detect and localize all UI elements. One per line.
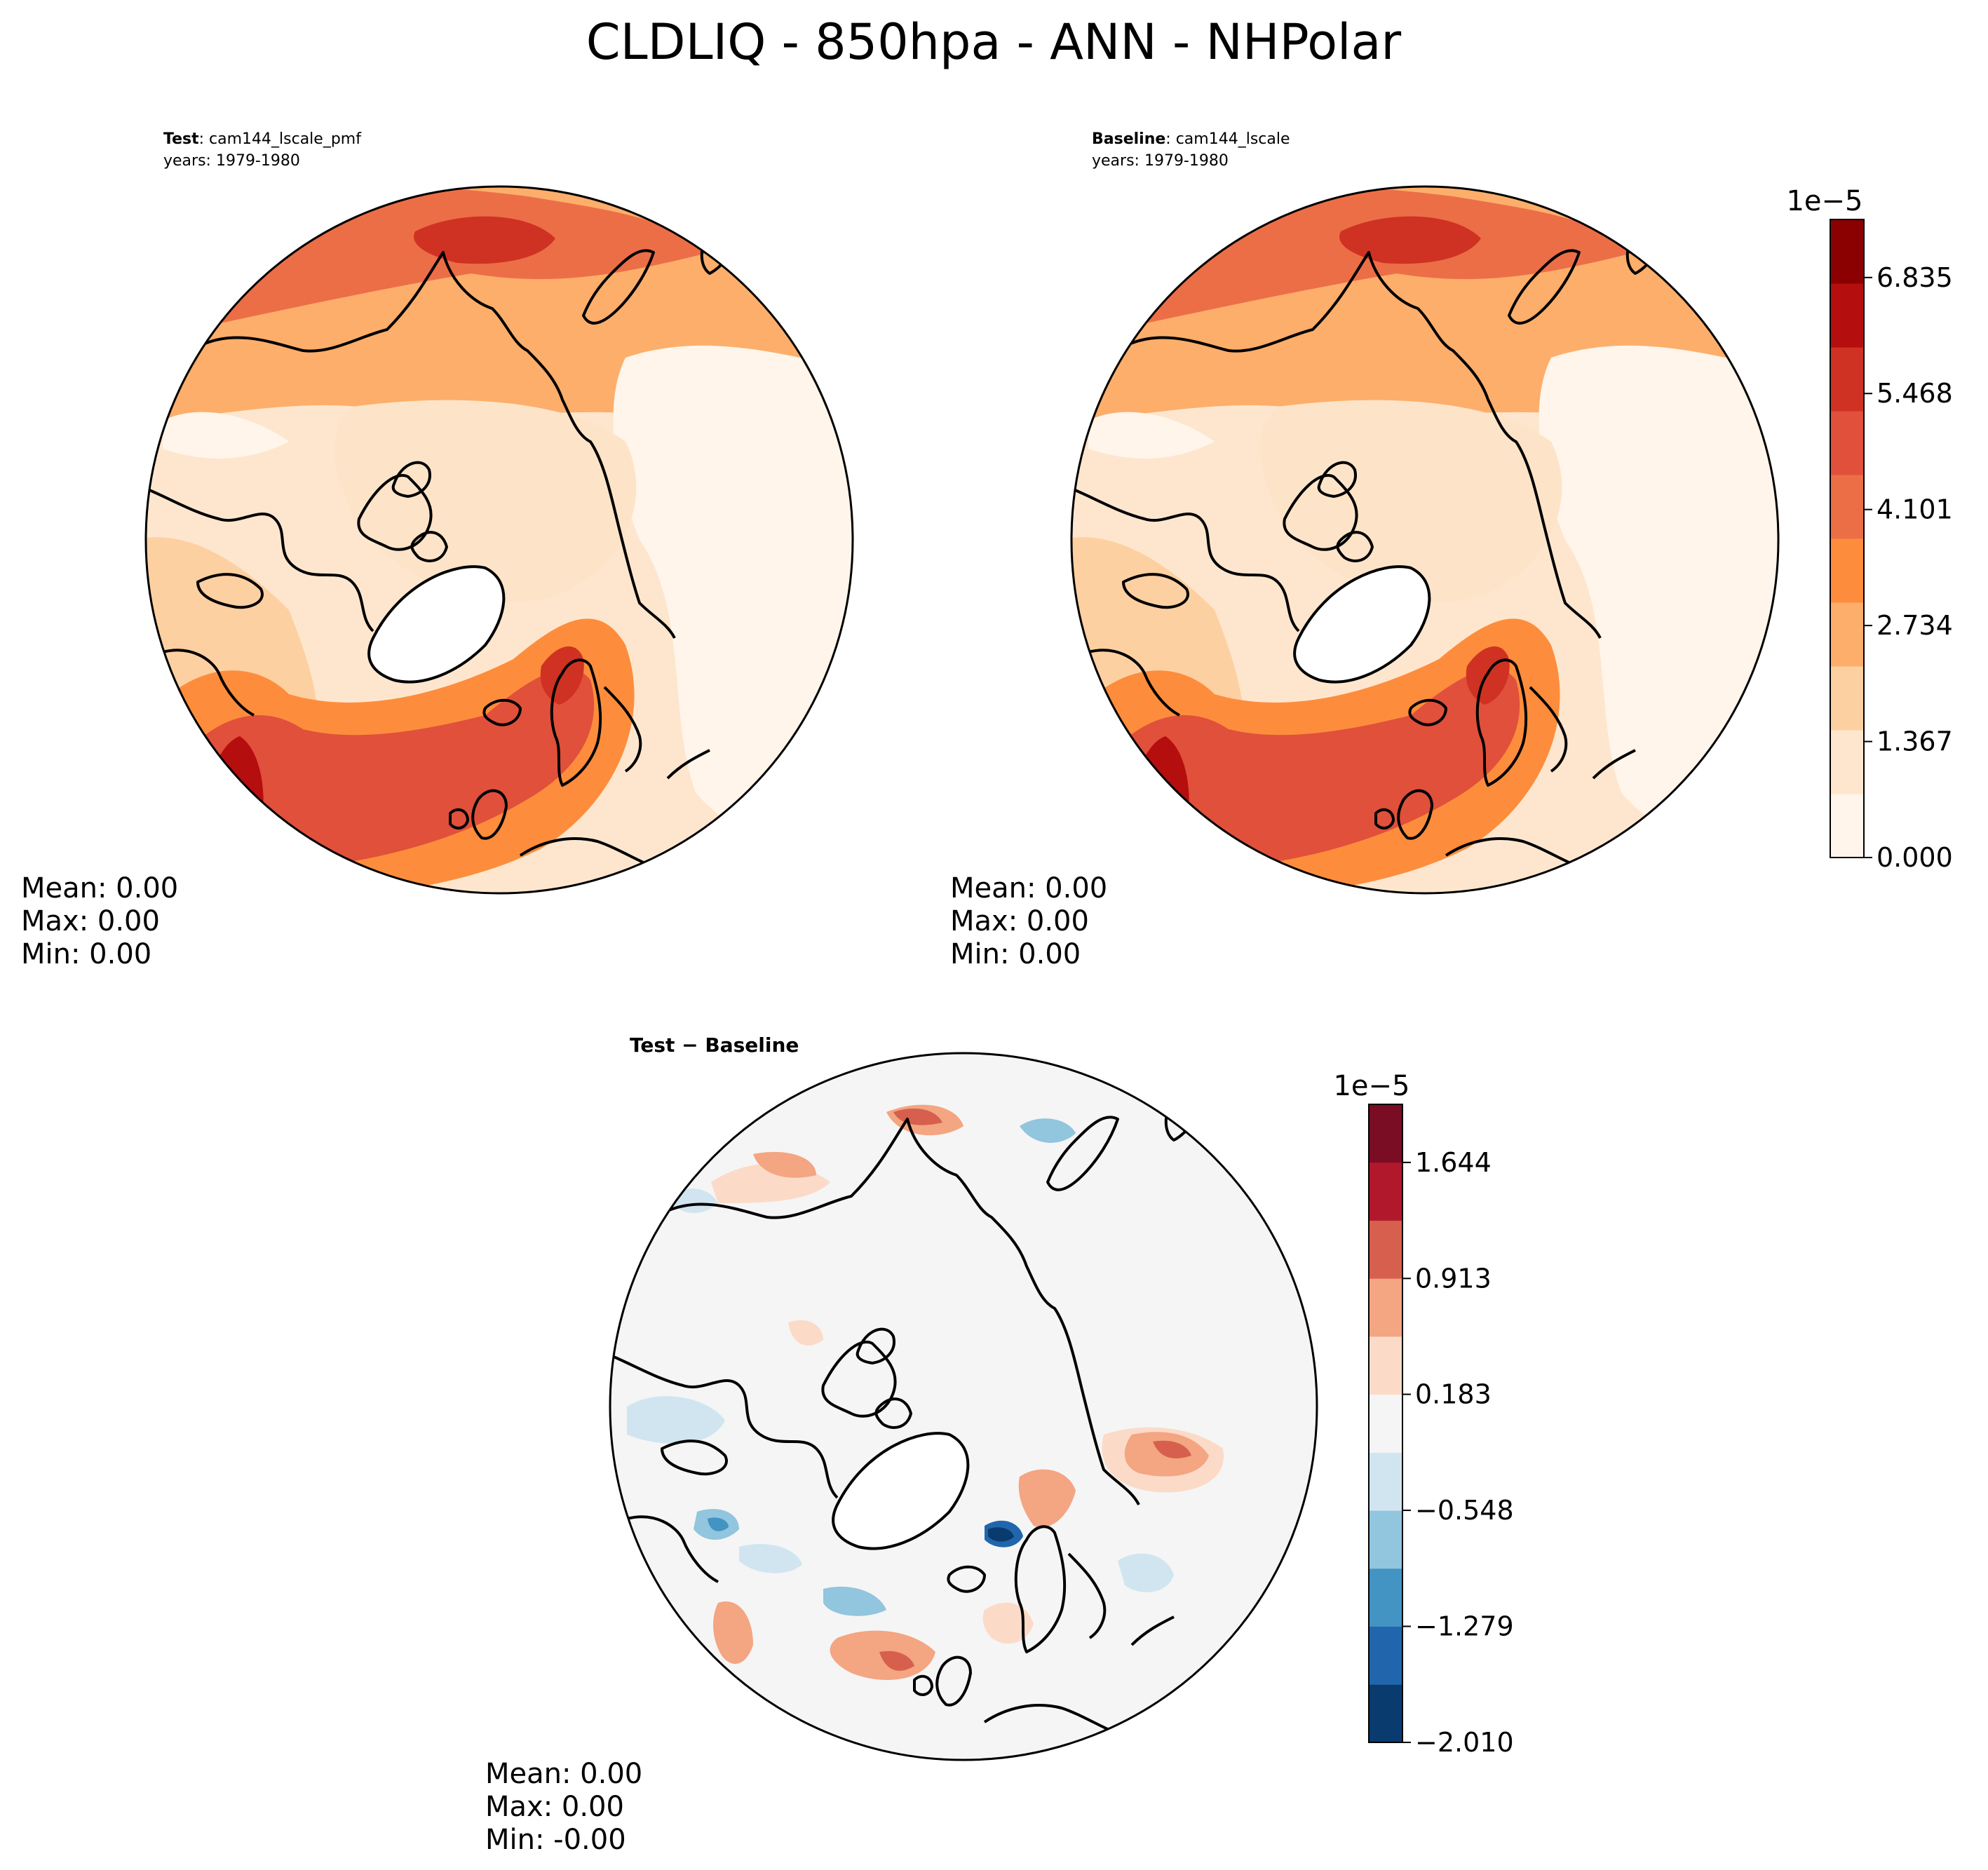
diff-colorbar-tick-label: 0.183 bbox=[1415, 1379, 1492, 1410]
main-colorbar-exponent: 1e−5 bbox=[1786, 185, 1862, 217]
main-colorbar-segment bbox=[1830, 475, 1864, 539]
test-years: years: 1979-1980 bbox=[163, 152, 300, 170]
diff-colorbar-exponent: 1e−5 bbox=[1333, 1070, 1409, 1102]
baseline-years: years: 1979-1980 bbox=[1092, 152, 1229, 170]
main-colorbar-tick-label: 4.101 bbox=[1877, 494, 1953, 525]
test-title-rest: : cam144_lscale_pmf bbox=[199, 130, 363, 148]
baseline-map bbox=[1071, 187, 1778, 893]
diff-colorbar-segment bbox=[1369, 1510, 1402, 1569]
main-colorbar-segment bbox=[1830, 219, 1864, 284]
diff-map-outline bbox=[609, 1052, 1318, 1761]
main-colorbar-segment bbox=[1830, 602, 1864, 667]
diff-colorbar-segment bbox=[1369, 1684, 1402, 1743]
diff-colorbar-tick-label: −0.548 bbox=[1415, 1495, 1514, 1526]
diff-colorbar-segment bbox=[1369, 1104, 1402, 1163]
diff-colorbar-tick-label: 1.644 bbox=[1415, 1147, 1492, 1178]
diff-colorbar: 1e−5 −2.010 −1.279 −0.548 0.183 0.913 1.644 bbox=[1333, 1070, 1513, 1758]
diff-colorbar-segment bbox=[1369, 1278, 1402, 1337]
diff-colorbar-segment bbox=[1369, 1626, 1402, 1685]
diff-max: Max: 0.00 bbox=[485, 1791, 624, 1823]
main-colorbar-segment bbox=[1830, 283, 1864, 348]
diff-map bbox=[610, 1053, 1317, 1760]
main-colorbar-frame bbox=[1830, 219, 1865, 858]
main-colorbar-tick-label: 0.000 bbox=[1877, 842, 1953, 873]
diff-colorbar-segment bbox=[1369, 1336, 1402, 1395]
diff-min: Min: -0.00 bbox=[485, 1824, 626, 1856]
baseline-min: Min: 0.00 bbox=[950, 938, 1081, 970]
diff-panel-title: Test − Baseline bbox=[630, 1034, 799, 1057]
main-colorbar-segment bbox=[1830, 666, 1864, 731]
main-colorbar-segment bbox=[1830, 347, 1864, 412]
diff-colorbar-tick-label: 0.913 bbox=[1415, 1263, 1492, 1294]
main-colorbar-tick-label: 6.835 bbox=[1877, 262, 1953, 293]
figure-title: CLDLIQ - 850hpa - ANN - NHPolar bbox=[586, 13, 1402, 71]
test-min: Min: 0.00 bbox=[21, 938, 151, 970]
diff-colorbar-segment bbox=[1369, 1220, 1402, 1279]
diff-panel: Test − Baseline Mean: 0.00 Max: 0.00 Min… bbox=[485, 1034, 1318, 1856]
test-map bbox=[146, 187, 853, 893]
main-colorbar-segment bbox=[1830, 730, 1864, 794]
diff-colorbar-tick-label: −1.279 bbox=[1415, 1611, 1514, 1642]
main-colorbar-segment bbox=[1830, 538, 1864, 603]
test-panel: Test: cam144_lscale_pmf years: 1979-1980… bbox=[21, 130, 854, 970]
diff-colorbar-segment bbox=[1369, 1394, 1402, 1453]
baseline-title-bold: Baseline bbox=[1092, 130, 1165, 148]
main-colorbar-segment bbox=[1830, 794, 1864, 858]
main-colorbar-tick-label: 1.367 bbox=[1877, 726, 1953, 757]
diff-colorbar-tick-label: −2.010 bbox=[1415, 1727, 1514, 1758]
diff-colorbar-segment bbox=[1369, 1452, 1402, 1511]
baseline-panel-title: Baseline: cam144_lscale bbox=[1092, 130, 1290, 148]
main-colorbar-segment bbox=[1830, 411, 1864, 475]
baseline-map-outline bbox=[1070, 185, 1780, 895]
test-map-outline bbox=[144, 185, 854, 895]
main-colorbar-tick-label: 2.734 bbox=[1877, 610, 1953, 641]
main-colorbar-tick-label: 5.468 bbox=[1877, 378, 1953, 409]
test-panel-title: Test: cam144_lscale_pmf bbox=[163, 130, 362, 148]
baseline-mean: Mean: 0.00 bbox=[950, 872, 1107, 904]
test-mean: Mean: 0.00 bbox=[21, 872, 178, 904]
baseline-panel: Baseline: cam144_lscale years: 1979-1980… bbox=[950, 130, 1780, 970]
test-max: Max: 0.00 bbox=[21, 905, 160, 937]
diff-mean: Mean: 0.00 bbox=[485, 1758, 642, 1790]
baseline-title-rest: : cam144_lscale bbox=[1165, 130, 1290, 148]
main-colorbar: 1e−5 0.000 1.367 2.734 4.101 5.468 6.835 bbox=[1786, 185, 1952, 873]
diff-colorbar-frame bbox=[1368, 1104, 1403, 1743]
diff-colorbar-segment bbox=[1369, 1162, 1402, 1221]
baseline-max: Max: 0.00 bbox=[950, 905, 1089, 937]
diff-colorbar-segment bbox=[1369, 1568, 1402, 1627]
test-title-bold: Test bbox=[163, 130, 199, 148]
